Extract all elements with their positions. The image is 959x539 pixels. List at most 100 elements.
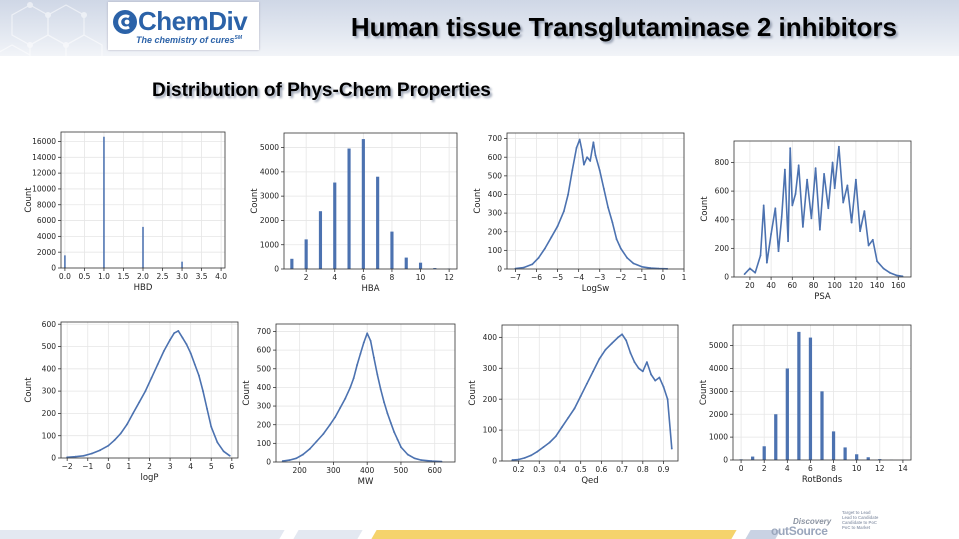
y-tick-label: 5000 xyxy=(260,143,279,152)
y-tick-label: 100 xyxy=(483,426,498,435)
plot-frame xyxy=(501,324,679,462)
x-tick-label: 2 xyxy=(304,273,309,282)
y-axis-label: Count xyxy=(24,187,34,213)
y-tick-label: 700 xyxy=(257,327,272,336)
footer-discovery-text: Discovery xyxy=(793,517,832,526)
histogram-line xyxy=(282,332,442,463)
footer-tagline-line: Lead to Candidate xyxy=(842,515,879,521)
bar xyxy=(785,368,789,460)
y-tick-label: 400 xyxy=(488,190,503,199)
plot-area xyxy=(284,133,457,269)
chart-logsw: −7 −6 −5 −4 −3 −2 −1 0 1 0 100 200 300 400 500 600 700 Lo… xyxy=(473,132,687,294)
y-tick-label: 4000 xyxy=(37,232,56,241)
y-tick-label: 400 xyxy=(257,383,272,392)
footer-tagline-line: Candidate to PoC xyxy=(842,520,877,526)
footer-outsource-logo: outSource xyxy=(771,524,828,538)
plot-frame xyxy=(506,132,685,270)
x-tick-label: −4 xyxy=(573,273,584,282)
y-tick-label: 300 xyxy=(42,387,57,396)
bar xyxy=(866,457,870,460)
y-tick-label: 200 xyxy=(715,244,730,253)
x-tick-label: 4 xyxy=(332,273,337,282)
x-tick-label: 1 xyxy=(127,462,132,471)
y-tick-label: 800 xyxy=(715,158,730,167)
y-tick-label: 0 xyxy=(492,457,497,466)
bar xyxy=(797,331,801,460)
y-tick-label: 400 xyxy=(42,364,57,373)
histogram-line xyxy=(515,138,668,270)
plot-frame xyxy=(275,323,456,463)
bar xyxy=(404,257,408,269)
plot-frame xyxy=(732,324,912,461)
x-axis-label: logP xyxy=(140,473,158,483)
y-tick-label: 4000 xyxy=(260,167,279,176)
x-tick-label: 0.5 xyxy=(78,272,90,281)
x-tick-label: 1 xyxy=(682,273,687,282)
x-tick-label: 0.2 xyxy=(513,465,525,474)
y-tick-label: 5000 xyxy=(709,341,728,350)
bar xyxy=(774,414,778,460)
y-axis-label: Count xyxy=(468,380,478,406)
chemdiv-logo: ChemDiv The chemistry of curesSM xyxy=(108,2,259,50)
x-tick-label: −1 xyxy=(636,273,647,282)
x-tick-label: 300 xyxy=(326,466,341,475)
y-tick-label: 1000 xyxy=(709,433,728,442)
chart-mw: 200 300 400 500 600 0 100 200 300 400 500 600 700 MW C… xyxy=(242,323,456,487)
chart-hbd: 0.0 0.5 1.0 1.5 2.0 2.5 3.0 3.5 4.0 0 2000 4000 6000… xyxy=(24,131,227,293)
y-tick-label: 2000 xyxy=(260,216,279,225)
x-tick-label: −7 xyxy=(510,273,521,282)
bar xyxy=(376,176,380,269)
bar xyxy=(181,261,183,268)
x-tick-label: 4.0 xyxy=(215,272,227,281)
y-tick-label: 10000 xyxy=(32,185,56,194)
y-tick-label: 0 xyxy=(51,454,56,463)
x-tick-label: 5 xyxy=(209,462,214,471)
x-tick-label: 0 xyxy=(661,273,666,282)
x-tick-label: 4 xyxy=(188,462,193,471)
x-axis-label: HBD xyxy=(134,283,153,293)
histogram-line xyxy=(744,145,903,278)
x-axis-label: Qed xyxy=(581,476,598,486)
x-tick-label: −6 xyxy=(531,273,542,282)
y-tick-label: 100 xyxy=(257,439,272,448)
bar xyxy=(762,446,766,460)
x-tick-label: 500 xyxy=(394,466,409,475)
y-tick-label: 300 xyxy=(488,209,503,218)
x-tick-label: 0 xyxy=(739,464,744,473)
plot-area xyxy=(502,325,678,461)
x-tick-label: 4 xyxy=(785,464,790,473)
y-tick-label: 0 xyxy=(724,273,729,282)
x-tick-label: 2.5 xyxy=(157,272,169,281)
y-tick-label: 500 xyxy=(257,364,272,373)
x-tick-label: 80 xyxy=(809,281,819,290)
y-axis-label: Count xyxy=(473,188,483,214)
y-tick-label: 600 xyxy=(488,153,503,162)
y-tick-label: 4000 xyxy=(709,364,728,373)
x-tick-label: 1.0 xyxy=(98,272,110,281)
bar xyxy=(361,139,365,269)
plot-frame xyxy=(283,132,458,270)
x-tick-label: 140 xyxy=(870,281,885,290)
y-tick-label: 600 xyxy=(257,346,272,355)
x-tick-label: 160 xyxy=(891,281,906,290)
chart-hba: 2 4 6 8 10 12 0 1000 2000 3000 4000 5000 HBA Count xyxy=(250,132,458,294)
x-tick-label: 0.9 xyxy=(658,465,670,474)
bar xyxy=(290,258,294,269)
x-tick-label: 3.5 xyxy=(196,272,208,281)
bar xyxy=(831,431,836,460)
bar xyxy=(390,231,394,269)
y-tick-label: 0 xyxy=(723,456,728,465)
x-tick-label: 100 xyxy=(828,281,843,290)
x-tick-label: −2 xyxy=(615,273,626,282)
histogram-line xyxy=(512,333,673,461)
y-tick-label: 700 xyxy=(488,134,503,143)
y-tick-label: 2000 xyxy=(709,410,728,419)
x-tick-label: −3 xyxy=(594,273,605,282)
x-tick-label: 3 xyxy=(168,462,173,471)
y-axis-label: Count xyxy=(24,377,34,403)
y-axis-label: Count xyxy=(242,380,252,406)
plot-area xyxy=(276,324,455,462)
x-tick-label: 8 xyxy=(390,273,395,282)
x-tick-label: 0.4 xyxy=(554,465,566,474)
